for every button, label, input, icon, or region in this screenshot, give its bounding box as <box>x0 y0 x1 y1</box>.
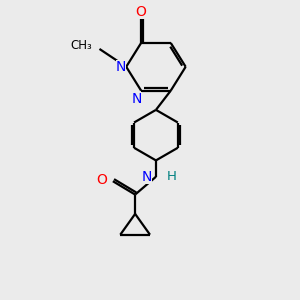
Text: H: H <box>166 170 176 183</box>
Text: N: N <box>142 170 152 184</box>
Text: N: N <box>131 92 142 106</box>
Text: CH₃: CH₃ <box>70 40 92 52</box>
Text: O: O <box>97 173 107 187</box>
Text: N: N <box>116 60 126 74</box>
Text: O: O <box>136 5 146 20</box>
